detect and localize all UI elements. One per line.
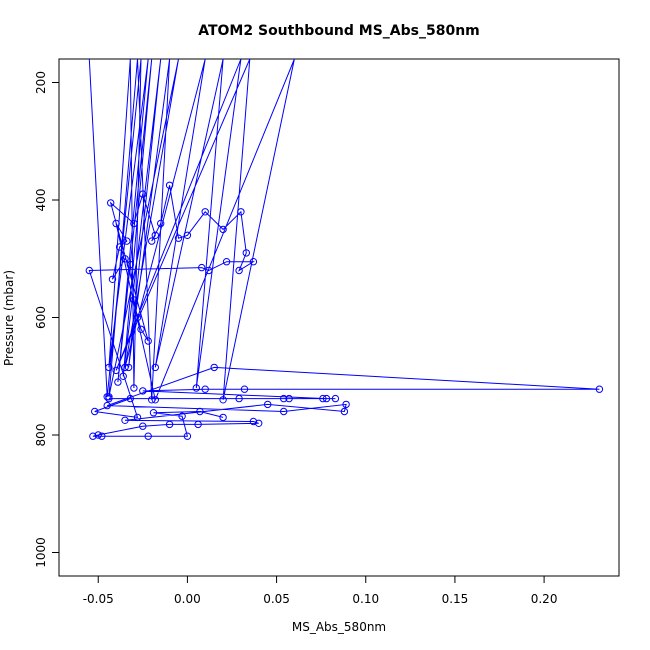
data-point <box>342 400 350 409</box>
data-point <box>280 394 288 403</box>
data-point <box>331 394 340 403</box>
data-point <box>107 199 115 207</box>
x-tick-label: 0.10 <box>352 592 379 606</box>
data-point <box>322 394 331 403</box>
series-lines <box>88 58 600 437</box>
data-point <box>121 255 129 263</box>
data-point <box>89 432 97 440</box>
data-point <box>130 384 138 392</box>
data-point <box>139 422 147 430</box>
data-point <box>194 420 202 429</box>
data-point <box>124 363 133 372</box>
data-point <box>219 413 227 422</box>
x-tick-label: 0.15 <box>442 592 469 606</box>
data-point <box>235 266 243 275</box>
data-point <box>126 394 135 403</box>
data-point <box>285 394 293 403</box>
data-point <box>105 363 113 372</box>
data-point <box>144 337 152 345</box>
data-point <box>249 417 258 426</box>
data-point <box>133 313 142 322</box>
data-point <box>165 181 174 190</box>
data-point <box>148 396 156 404</box>
data-point <box>222 258 231 266</box>
data-point <box>121 416 129 424</box>
data-point <box>133 413 142 422</box>
data-point <box>139 387 147 395</box>
y-tick-label: 200 <box>34 71 48 94</box>
data-point <box>240 385 249 393</box>
data-point <box>98 432 106 440</box>
y-tick-label: 800 <box>34 424 48 447</box>
data-point <box>340 407 349 416</box>
data-point <box>205 266 213 275</box>
data-point <box>108 275 117 283</box>
data-point <box>219 396 227 404</box>
data-point <box>126 260 135 269</box>
data-point <box>112 219 120 228</box>
data-point <box>201 208 209 216</box>
data-point <box>115 243 124 251</box>
data-point <box>119 372 127 380</box>
data-point <box>280 407 288 416</box>
data-point <box>130 296 138 304</box>
data-point <box>210 363 218 372</box>
data-point <box>91 407 99 416</box>
x-tick-label: 0.00 <box>174 592 201 606</box>
data-point <box>235 394 243 403</box>
data-point <box>183 231 192 240</box>
chart-title: ATOM2 Southbound MS_Abs_580nm <box>198 23 480 39</box>
x-tick-label: -0.05 <box>83 592 114 606</box>
y-tick-label: 600 <box>34 306 48 329</box>
data-point <box>121 363 129 372</box>
data-point <box>151 231 160 240</box>
data-point <box>149 409 158 417</box>
data-point <box>85 266 94 275</box>
data-point <box>137 325 145 333</box>
y-axis: 200 400 600 800 1000 <box>34 71 60 568</box>
x-axis: -0.05 0.00 0.05 0.10 0.15 0.20 <box>83 575 558 606</box>
series-points <box>85 181 604 440</box>
x-axis-label: MS_Abs_580nm <box>292 620 386 634</box>
data-point <box>114 378 122 386</box>
data-point <box>198 263 206 272</box>
data-point <box>165 420 174 429</box>
series-line <box>88 58 600 437</box>
data-point <box>319 394 327 403</box>
data-point <box>178 412 186 420</box>
data-point <box>123 237 131 245</box>
y-axis-label: Pressure (mbar) <box>2 270 16 366</box>
data-point <box>242 249 251 257</box>
y-tick-label: 1000 <box>34 537 48 568</box>
data-point <box>201 385 209 393</box>
data-point <box>94 431 102 439</box>
data-point <box>192 384 201 392</box>
data-point <box>148 237 156 245</box>
data-point <box>151 396 160 404</box>
data-point <box>595 385 604 393</box>
data-point <box>249 258 258 266</box>
data-point <box>183 432 192 440</box>
plot-frame <box>58 58 620 577</box>
data-point <box>112 366 120 375</box>
data-point <box>219 225 227 234</box>
data-point <box>139 190 147 198</box>
data-point <box>196 407 204 416</box>
data-point <box>157 219 165 228</box>
data-point <box>130 219 138 228</box>
data-point <box>237 208 245 216</box>
data-point <box>174 234 183 242</box>
data-point <box>103 401 111 410</box>
data-point <box>144 432 152 440</box>
data-point <box>264 400 272 409</box>
data-point <box>255 419 263 427</box>
x-tick-label: 0.20 <box>531 592 558 606</box>
x-tick-label: 0.05 <box>263 592 290 606</box>
data-point <box>151 363 160 372</box>
data-point <box>105 394 113 403</box>
y-tick-label: 400 <box>34 189 48 212</box>
